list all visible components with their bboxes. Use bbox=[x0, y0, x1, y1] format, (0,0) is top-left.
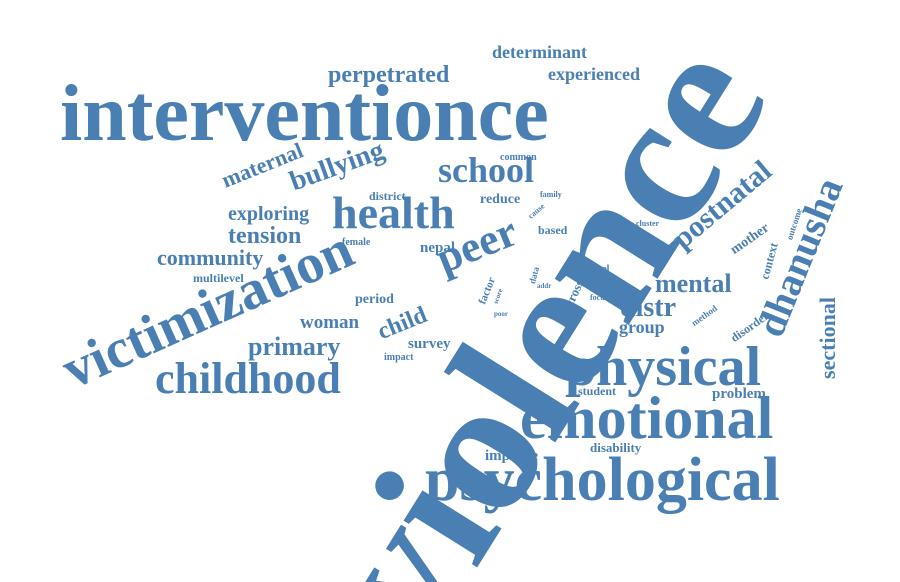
word-community: community bbox=[157, 245, 263, 270]
word-health: health bbox=[332, 187, 455, 238]
word-multilevel: multilevel bbox=[193, 271, 244, 285]
word-emotional: emotional bbox=[520, 385, 773, 451]
word-district: district bbox=[369, 189, 406, 203]
word-impact: impact bbox=[384, 352, 414, 363]
word-primary: primary bbox=[248, 332, 340, 361]
word-childhood: childhood bbox=[155, 354, 341, 403]
word-determinant: determinant bbox=[492, 42, 587, 62]
word-common: common bbox=[500, 152, 537, 163]
word-group: group bbox=[619, 317, 665, 337]
word-method: method bbox=[690, 303, 719, 328]
word-based: based bbox=[538, 223, 568, 237]
word-psychological: psychological bbox=[425, 446, 780, 514]
word-tension: tension bbox=[228, 223, 301, 249]
word-physical: physical bbox=[565, 336, 761, 398]
word-interventionce: interventionce bbox=[60, 70, 549, 158]
word-distr: distr bbox=[620, 292, 676, 323]
word-school: school bbox=[438, 150, 534, 190]
word-improve: improve bbox=[485, 448, 538, 464]
word-woman: woman bbox=[300, 312, 360, 333]
word-poor: poor bbox=[494, 310, 508, 318]
word-student: student bbox=[578, 384, 616, 398]
word-perpetrated: perpetrated bbox=[328, 62, 450, 88]
word-data: data bbox=[527, 265, 541, 284]
word-reduce: reduce bbox=[480, 192, 520, 207]
word-period: period bbox=[355, 292, 394, 307]
word-sectional: sectional bbox=[815, 297, 840, 379]
word-mental: mental bbox=[655, 269, 732, 298]
word-focus: focus bbox=[590, 293, 608, 302]
word-problem: problem bbox=[712, 386, 766, 402]
word-exploring: exploring bbox=[228, 203, 309, 225]
word-level: level bbox=[590, 264, 610, 275]
word-higher: higher bbox=[525, 340, 553, 351]
word-female: female bbox=[342, 237, 371, 248]
word-experienced: experienced bbox=[548, 64, 640, 84]
word-addr: addr bbox=[537, 282, 551, 290]
word-nepal: nepal bbox=[420, 240, 455, 256]
word-cluster: cluster bbox=[636, 219, 660, 228]
word-family: family bbox=[540, 190, 562, 199]
word-survey: survey bbox=[408, 336, 451, 352]
word-disability: disability bbox=[590, 440, 642, 455]
